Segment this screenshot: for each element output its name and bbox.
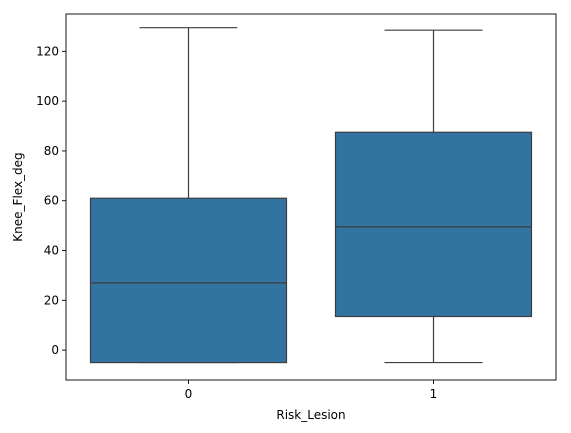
y-axis: 0 20 40 60 80 100 120: [36, 44, 66, 357]
x-axis-label: Risk_Lesion: [276, 408, 345, 422]
x-tick-label: 1: [430, 387, 438, 401]
y-tick-label: 60: [44, 194, 59, 208]
box-group-1: [334, 29, 533, 364]
y-tick-label: 80: [44, 144, 59, 158]
y-tick-label: 0: [51, 343, 59, 357]
x-tick-label: 0: [185, 387, 193, 401]
plot-area: [65, 13, 557, 381]
y-tick-label: 20: [44, 293, 59, 307]
y-tick-label: 100: [36, 94, 59, 108]
y-tick-label: 40: [44, 244, 59, 258]
boxes-layer: [89, 27, 533, 364]
iqr-box: [89, 197, 288, 364]
iqr-box: [334, 131, 533, 318]
axes-frame: [65, 13, 557, 381]
y-axis-label: Knee_Flex_deg: [11, 152, 25, 241]
box-group-0: [89, 27, 288, 364]
y-tick-label: 120: [36, 44, 59, 58]
